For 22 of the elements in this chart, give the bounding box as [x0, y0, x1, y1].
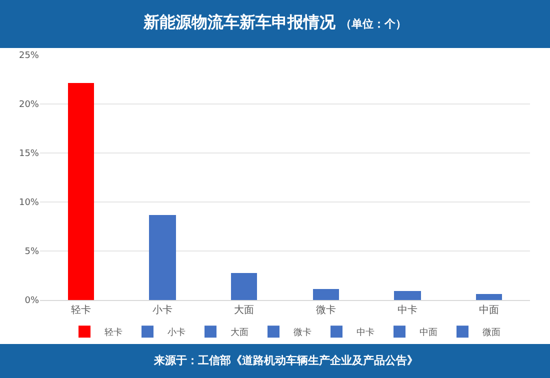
y-tick-label: 0%	[24, 296, 40, 306]
y-tick-label: 25%	[18, 51, 40, 62]
x-tick-label: 中卡	[398, 304, 418, 316]
y-tick-label: 20%	[18, 100, 40, 110]
x-tick-label: 微卡	[316, 304, 336, 316]
text: 来源于：工信部《道路机动车辆生产企业及产品公告》	[153, 354, 418, 367]
chart-title: 新能源物流车新车申报情况	[142, 12, 336, 32]
x-tick-label: 中面	[479, 304, 500, 316]
x-tick-label: 轻卡	[70, 304, 91, 316]
legend-label: 微卡	[294, 327, 312, 338]
y-tick-label: 10%	[18, 198, 40, 208]
y-tick-label: 5%	[24, 247, 40, 258]
legend-label: 微面	[482, 327, 500, 338]
x-tick-label: 大面	[234, 304, 254, 316]
legend-label: 小卡	[168, 327, 186, 338]
legend-label: 中卡	[356, 327, 374, 338]
legend-label: 轻卡	[104, 327, 122, 338]
x-tick-label: 小卡	[152, 304, 172, 316]
legend-label: 中面	[420, 327, 438, 338]
chart-subtitle: （单位：个）	[340, 18, 407, 31]
legend-label: 大面	[230, 327, 248, 338]
y-tick-label: 15%	[18, 149, 40, 160]
